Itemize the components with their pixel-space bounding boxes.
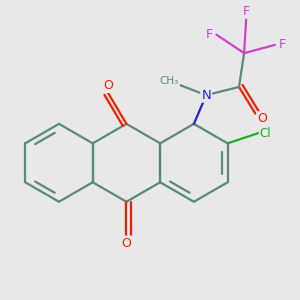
Text: Cl: Cl xyxy=(260,127,271,140)
Text: O: O xyxy=(258,112,268,125)
Text: CH₃: CH₃ xyxy=(160,76,179,86)
Text: N: N xyxy=(201,89,211,102)
Text: F: F xyxy=(278,38,286,51)
Text: O: O xyxy=(103,79,113,92)
Text: F: F xyxy=(243,4,250,18)
Text: F: F xyxy=(206,28,213,41)
Text: O: O xyxy=(122,237,131,250)
